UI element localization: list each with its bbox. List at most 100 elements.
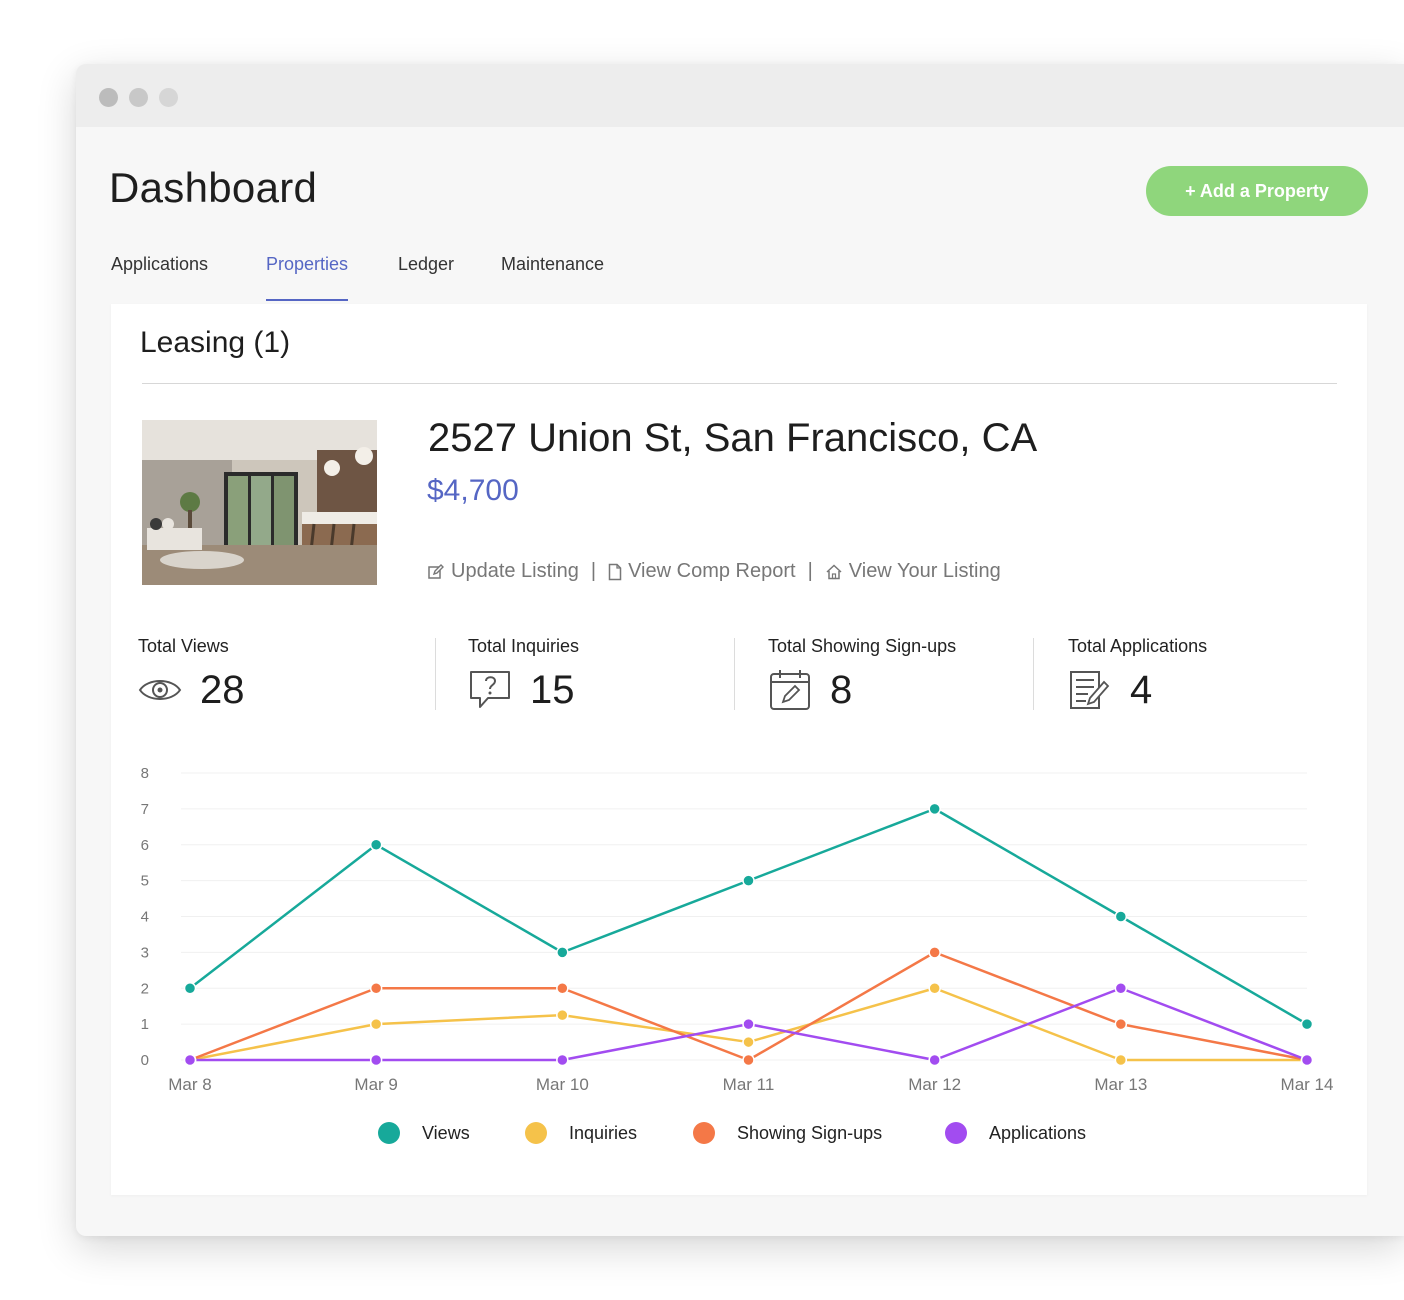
data-point bbox=[183, 982, 197, 995]
data-point bbox=[369, 1053, 383, 1067]
y-tick-label: 7 bbox=[141, 801, 149, 818]
legend-item[interactable]: Applications bbox=[945, 1122, 1086, 1144]
property-address[interactable]: 2527 Union St, San Francisco, CA bbox=[428, 416, 1038, 460]
page-title: Dashboard bbox=[109, 164, 318, 211]
legend-item[interactable]: Views bbox=[378, 1122, 470, 1144]
view-your-listing-link[interactable]: View Your Listing bbox=[825, 560, 1001, 583]
document-icon bbox=[608, 563, 622, 580]
y-tick-label: 1 bbox=[141, 1016, 149, 1033]
tab-maintenance[interactable]: Maintenance bbox=[501, 254, 605, 274]
link-separator: | bbox=[807, 560, 813, 582]
data-point bbox=[556, 946, 569, 959]
property-price: $4,700 bbox=[427, 474, 519, 507]
data-point bbox=[369, 838, 383, 851]
data-point bbox=[1114, 910, 1128, 923]
data-point bbox=[928, 982, 941, 995]
y-tick-label: 2 bbox=[141, 980, 149, 997]
data-point bbox=[1300, 1053, 1314, 1067]
y-tick-label: 5 bbox=[141, 873, 149, 890]
edit-icon bbox=[428, 563, 444, 579]
window-close-button[interactable] bbox=[99, 88, 118, 107]
x-tick-label: Mar 8 bbox=[168, 1075, 211, 1094]
tab-applications[interactable]: Applications bbox=[111, 254, 209, 274]
stat-divider bbox=[734, 638, 735, 710]
data-point bbox=[1300, 1017, 1314, 1031]
stat-value: 15 bbox=[530, 668, 575, 712]
x-tick-label: Mar 12 bbox=[908, 1075, 961, 1094]
section-divider bbox=[142, 383, 1337, 384]
data-point bbox=[742, 1053, 755, 1067]
stat-label: Total Views bbox=[138, 636, 229, 656]
add-property-button[interactable]: + Add a Property bbox=[1146, 166, 1368, 216]
stat-divider bbox=[1033, 638, 1034, 710]
y-tick-label: 8 bbox=[141, 765, 149, 782]
data-point bbox=[928, 802, 941, 816]
update-listing-label: Update Listing bbox=[451, 560, 579, 582]
y-tick-label: 6 bbox=[141, 837, 149, 854]
data-point bbox=[742, 1017, 755, 1031]
window-minimize-button[interactable] bbox=[129, 88, 148, 107]
eye-icon bbox=[138, 680, 182, 700]
legend-label: Showing Sign-ups bbox=[737, 1122, 883, 1143]
legend-label: Inquiries bbox=[569, 1122, 638, 1143]
legend-label: Applications bbox=[989, 1122, 1087, 1143]
leasing-card: Leasing (1) bbox=[111, 304, 1367, 1195]
stat-value: 8 bbox=[830, 668, 853, 712]
legend-item[interactable]: Showing Sign-ups bbox=[693, 1122, 882, 1144]
x-tick-label: Mar 13 bbox=[1094, 1075, 1147, 1094]
data-point bbox=[556, 1053, 569, 1067]
data-point bbox=[556, 982, 569, 995]
stat-value: 4 bbox=[1130, 668, 1153, 712]
y-tick-label: 4 bbox=[141, 909, 149, 926]
stat-divider bbox=[435, 638, 436, 710]
data-point bbox=[928, 946, 941, 959]
legend-item[interactable]: Inquiries bbox=[525, 1122, 637, 1144]
tab-properties[interactable]: Properties bbox=[266, 254, 349, 301]
x-tick-label: Mar 9 bbox=[354, 1075, 397, 1094]
data-point bbox=[742, 874, 755, 887]
update-listing-link[interactable]: Update Listing bbox=[427, 560, 579, 583]
stat-label: Total Showing Sign-ups bbox=[768, 636, 957, 656]
data-point bbox=[1114, 982, 1128, 995]
stat-value: 28 bbox=[200, 668, 245, 712]
app-window: Dashboard + Add a Property Applications … bbox=[76, 64, 1404, 1236]
x-tick-label: Mar 11 bbox=[723, 1075, 775, 1094]
legend-swatch bbox=[693, 1122, 715, 1144]
property-actions: Update Listing | View Comp Report | View… bbox=[427, 560, 1001, 583]
data-point bbox=[369, 1017, 383, 1031]
data-point bbox=[1114, 1017, 1128, 1031]
question-bubble-icon bbox=[470, 671, 510, 708]
y-tick-label: 3 bbox=[141, 944, 149, 961]
window-titlebar bbox=[76, 64, 1404, 127]
document-edit-icon bbox=[1070, 671, 1110, 709]
legend-swatch bbox=[378, 1122, 400, 1144]
calendar-edit-icon bbox=[770, 670, 810, 710]
leasing-section-title: Leasing (1) bbox=[140, 326, 291, 359]
legend-swatch bbox=[945, 1122, 967, 1144]
link-separator: | bbox=[590, 560, 597, 582]
view-comp-report-link[interactable]: View Comp Report bbox=[608, 560, 796, 583]
legend-label: Views bbox=[422, 1122, 470, 1143]
data-point bbox=[369, 982, 383, 995]
data-point bbox=[928, 1053, 941, 1067]
property-photo-image bbox=[142, 420, 377, 585]
x-tick-label: Mar 14 bbox=[1281, 1075, 1334, 1094]
data-point bbox=[556, 1008, 569, 1022]
tab-ledger[interactable]: Ledger bbox=[398, 254, 455, 274]
x-tick-label: Mar 10 bbox=[536, 1075, 589, 1094]
home-icon bbox=[826, 563, 842, 579]
stat-label: Total Inquiries bbox=[468, 636, 580, 656]
activity-line-chart: 0 1 2 3 4 5 6 7 8 Mar 8 Mar 9 Mar 10 Mar 11 Mar 12 Mar… bbox=[141, 765, 1334, 1094]
view-comp-report-label: View Comp Report bbox=[628, 560, 796, 582]
data-point bbox=[742, 1035, 755, 1049]
window-maximize-button[interactable] bbox=[159, 88, 178, 107]
property-photo[interactable] bbox=[142, 420, 377, 585]
legend-swatch bbox=[525, 1122, 547, 1144]
view-your-listing-label: View Your Listing bbox=[848, 560, 1001, 582]
data-point bbox=[1114, 1053, 1128, 1067]
data-point bbox=[183, 1053, 197, 1067]
stats-row: Total Views 28 Total Inquiries 15 bbox=[111, 632, 1367, 722]
y-tick-label: 0 bbox=[141, 1052, 149, 1069]
stat-label: Total Applications bbox=[1068, 636, 1208, 656]
chart-legend: Views Inquiries Showing Sign-ups Applicatio… bbox=[111, 1122, 1367, 1152]
